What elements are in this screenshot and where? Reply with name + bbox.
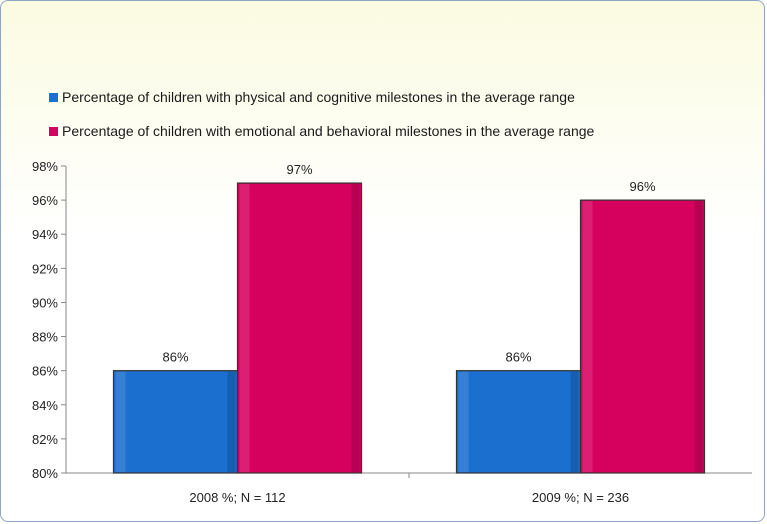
chart-legend: Percentage of children with physical and… xyxy=(49,87,594,155)
bar xyxy=(579,199,706,474)
legend-label-physical-cognitive: Percentage of children with physical and… xyxy=(62,89,575,105)
legend-item-physical-cognitive: Percentage of children with physical and… xyxy=(49,87,594,107)
bar-highlight xyxy=(239,184,250,473)
legend-swatch-magenta xyxy=(49,126,58,136)
bar-shade xyxy=(694,201,703,472)
y-tick-label: 80% xyxy=(32,466,58,481)
y-tick-label: 82% xyxy=(32,432,58,447)
data-label: 96% xyxy=(629,179,655,194)
y-tick-label: 90% xyxy=(32,295,58,310)
data-label: 86% xyxy=(505,350,531,365)
legend-swatch-blue xyxy=(49,92,58,102)
y-tick-label: 96% xyxy=(32,193,58,208)
data-label: 97% xyxy=(286,162,312,177)
bar-shade xyxy=(227,371,236,472)
bar-shade xyxy=(570,371,579,472)
bar-shade xyxy=(351,184,360,473)
y-tick-label: 92% xyxy=(32,261,58,276)
y-tick-label: 98% xyxy=(32,159,58,174)
y-tick-label: 94% xyxy=(32,227,58,242)
legend-item-emotional-behavioral: Percentage of children with emotional an… xyxy=(49,121,594,141)
bar xyxy=(455,370,582,474)
y-tick-label: 88% xyxy=(32,330,58,345)
bar-highlight xyxy=(115,371,126,472)
bar-highlight xyxy=(582,201,593,472)
legend-label-emotional-behavioral: Percentage of children with emotional an… xyxy=(62,123,595,139)
y-tick-label: 84% xyxy=(32,398,58,413)
bar xyxy=(236,182,363,474)
data-label: 86% xyxy=(162,350,188,365)
y-tick-label: 86% xyxy=(32,364,58,379)
bar xyxy=(112,370,239,474)
bar-highlight xyxy=(458,371,469,472)
x-category-label: 2009 %; N = 236 xyxy=(532,490,629,505)
x-category-label: 2008 %; N = 112 xyxy=(189,490,285,505)
